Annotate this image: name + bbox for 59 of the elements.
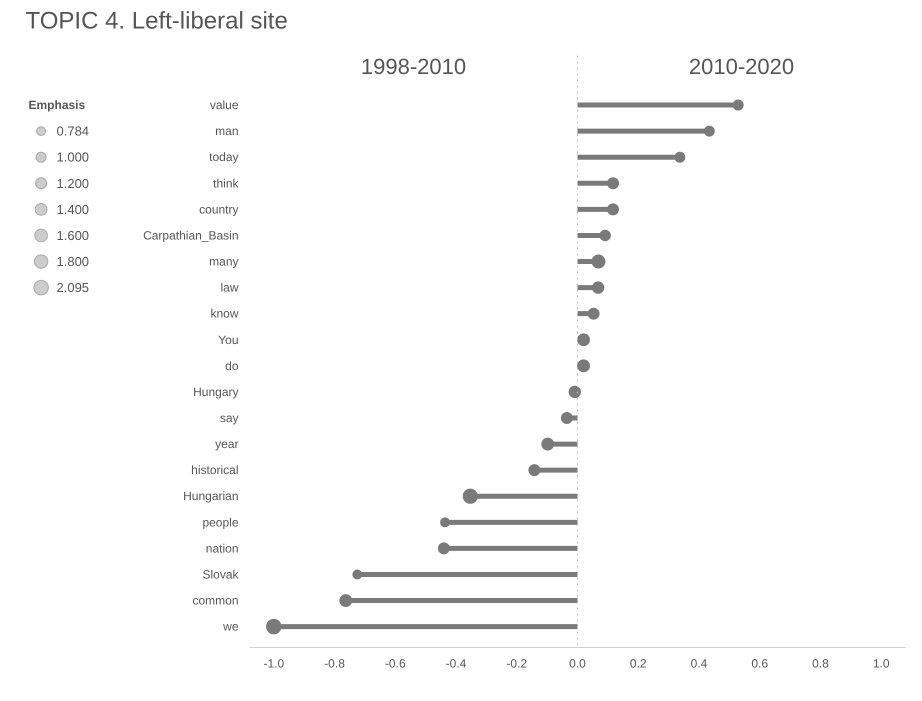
x-tick-label: -0.6: [384, 656, 406, 670]
point: [588, 308, 600, 320]
x-tick-label: 0.4: [690, 656, 708, 670]
point: [674, 152, 686, 163]
point: [599, 230, 611, 242]
y-tick-label: people: [202, 515, 239, 530]
legend-title: Emphasis: [28, 98, 86, 112]
legend-label: 1.200: [56, 176, 90, 191]
y-tick-label: historical: [191, 463, 239, 478]
y-tick-label: value: [210, 98, 239, 112]
y-tick-label: country: [199, 202, 239, 216]
y-tick-label: Carpathian_Basin: [143, 228, 239, 242]
point: [607, 203, 620, 216]
point: [592, 281, 604, 294]
text: 1998-2010: [360, 54, 466, 79]
legend-label: 1.600: [56, 228, 90, 243]
legend-label: 0.784: [56, 124, 90, 139]
point: [528, 464, 540, 476]
point: [568, 386, 581, 398]
x-tick-label: -1.0: [263, 656, 284, 670]
y-tick-label: common: [192, 594, 238, 608]
point: [339, 594, 352, 607]
point: [560, 412, 573, 424]
y-tick-label: say: [220, 411, 239, 425]
y-tick-label: year: [215, 437, 239, 452]
y-tick-label: Slovak: [202, 567, 240, 582]
x-tick-label: -0.2: [506, 656, 528, 670]
y-tick-label: think: [213, 176, 240, 190]
point: [704, 126, 715, 137]
y-tick-label: many: [209, 254, 238, 269]
point: [732, 100, 744, 111]
legend-label: 1.800: [56, 254, 90, 270]
x-tick-label: 0.2: [630, 656, 647, 670]
y-tick-label: man: [215, 124, 238, 138]
y-tick-label: nation: [206, 541, 239, 556]
x-tick-label: 0.0: [569, 656, 586, 670]
y-tick-label: do: [225, 358, 239, 373]
point: [577, 359, 590, 372]
legend-label: 1.000: [56, 150, 90, 165]
point: [607, 177, 620, 190]
x-tick-label: 1.0: [872, 656, 890, 670]
y-tick-label: Hungarian: [183, 489, 239, 504]
y-tick-label: today: [209, 150, 239, 164]
x-tick-label: 0.6: [751, 656, 768, 670]
text: 2010-2020: [688, 54, 794, 79]
y-tick-label: we: [222, 620, 239, 634]
y-tick-label: You: [218, 332, 238, 347]
x-tick-label: -0.4: [446, 656, 467, 670]
point: [438, 542, 450, 554]
x-tick-label: 0.8: [812, 656, 830, 670]
y-tick-label: law: [220, 280, 239, 295]
point: [577, 333, 590, 346]
y-tick-label: Hungary: [193, 384, 238, 399]
chart-title: TOPIC 4. Left-liberal site: [26, 8, 288, 34]
legend-label: 2.095: [56, 280, 90, 296]
y-tick-label: know: [210, 306, 239, 321]
legend-label: 1.400: [56, 202, 90, 217]
x-tick-label: -0.8: [324, 656, 346, 670]
point: [541, 438, 554, 450]
